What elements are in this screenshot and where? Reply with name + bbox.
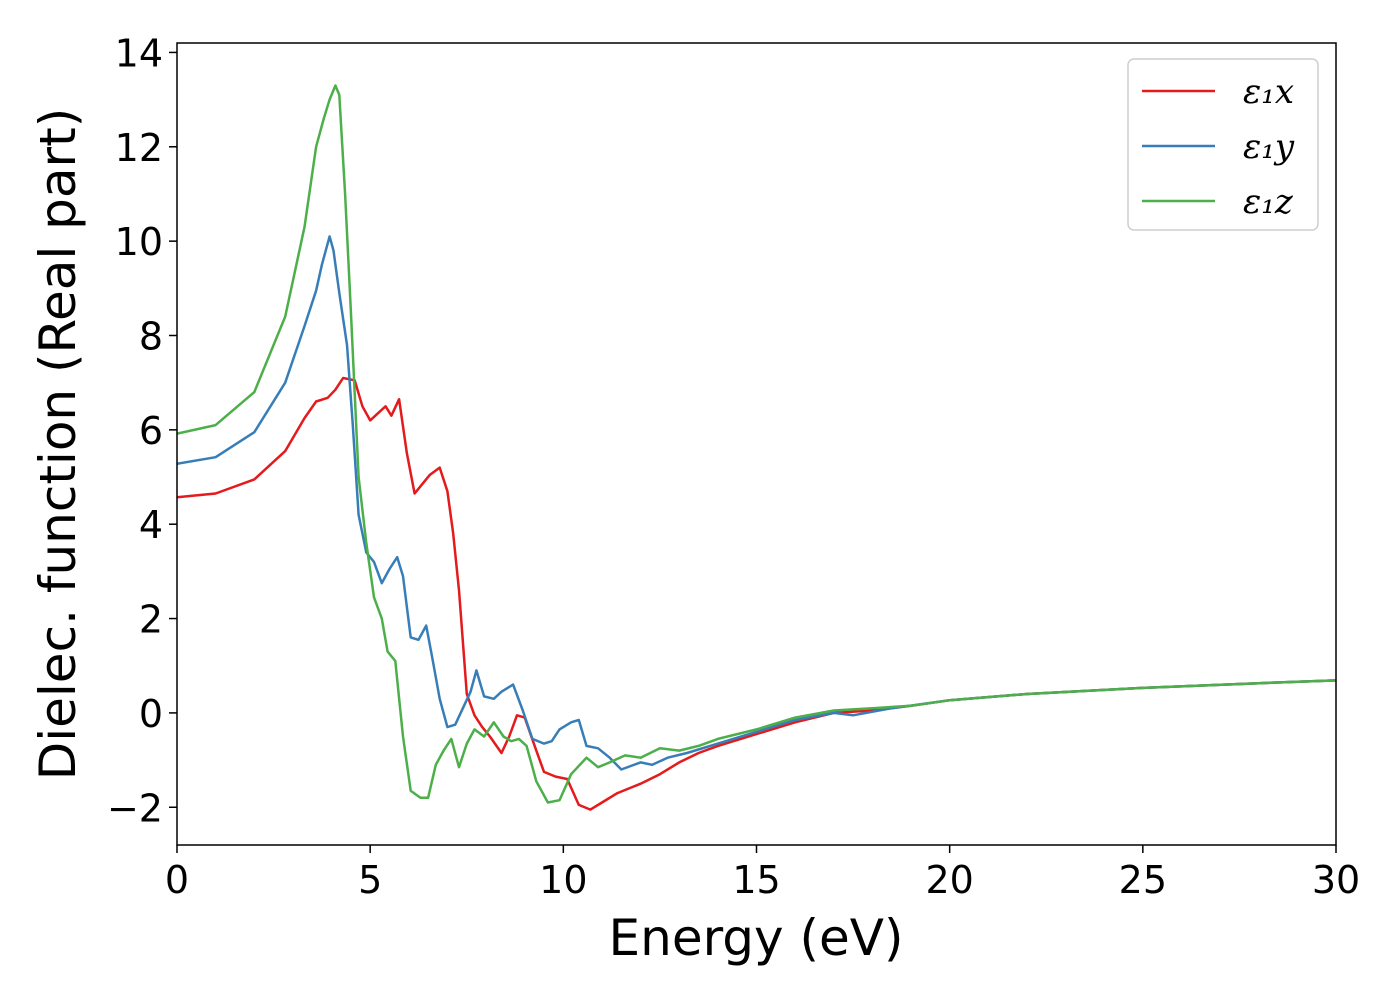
legend-label: ε₁z xyxy=(1243,182,1294,222)
legend-box xyxy=(1127,58,1319,231)
x-axis-label: Energy (eV) xyxy=(609,909,904,967)
y-tick-label: 4 xyxy=(139,503,163,547)
y-axis-ticks: −2 0 2 4 6 8 10 12 14 xyxy=(107,31,177,830)
x-tick-label: 20 xyxy=(925,858,973,902)
y-tick-label: 10 xyxy=(115,220,163,264)
x-tick-label: 25 xyxy=(1119,858,1167,902)
y-axis-label: Dielec. function (Real part) xyxy=(29,108,87,780)
x-tick-label: 15 xyxy=(732,858,780,902)
series-layer xyxy=(177,84,1336,811)
legend-label: ε₁y xyxy=(1243,127,1295,167)
x-tick-label: 30 xyxy=(1312,858,1360,902)
y-tick-label: 8 xyxy=(139,314,163,358)
series-line-0 xyxy=(177,376,1336,811)
y-tick-label: 12 xyxy=(115,126,163,170)
x-tick-label: 5 xyxy=(358,858,382,902)
legend-label: ε₁x xyxy=(1243,72,1294,112)
y-tick-label: 0 xyxy=(139,692,163,736)
y-tick-label: −2 xyxy=(107,786,163,830)
legend: ε₁x ε₁y ε₁z xyxy=(1127,58,1319,231)
x-axis-ticks: 0 5 10 15 20 25 30 xyxy=(165,845,1360,902)
y-tick-label: 6 xyxy=(139,409,163,453)
y-tick-label: 2 xyxy=(139,598,163,642)
series-line-1 xyxy=(177,235,1336,771)
x-tick-label: 0 xyxy=(165,858,189,902)
series-line-2 xyxy=(177,84,1336,804)
y-tick-label: 14 xyxy=(115,31,163,75)
x-tick-label: 10 xyxy=(539,858,587,902)
